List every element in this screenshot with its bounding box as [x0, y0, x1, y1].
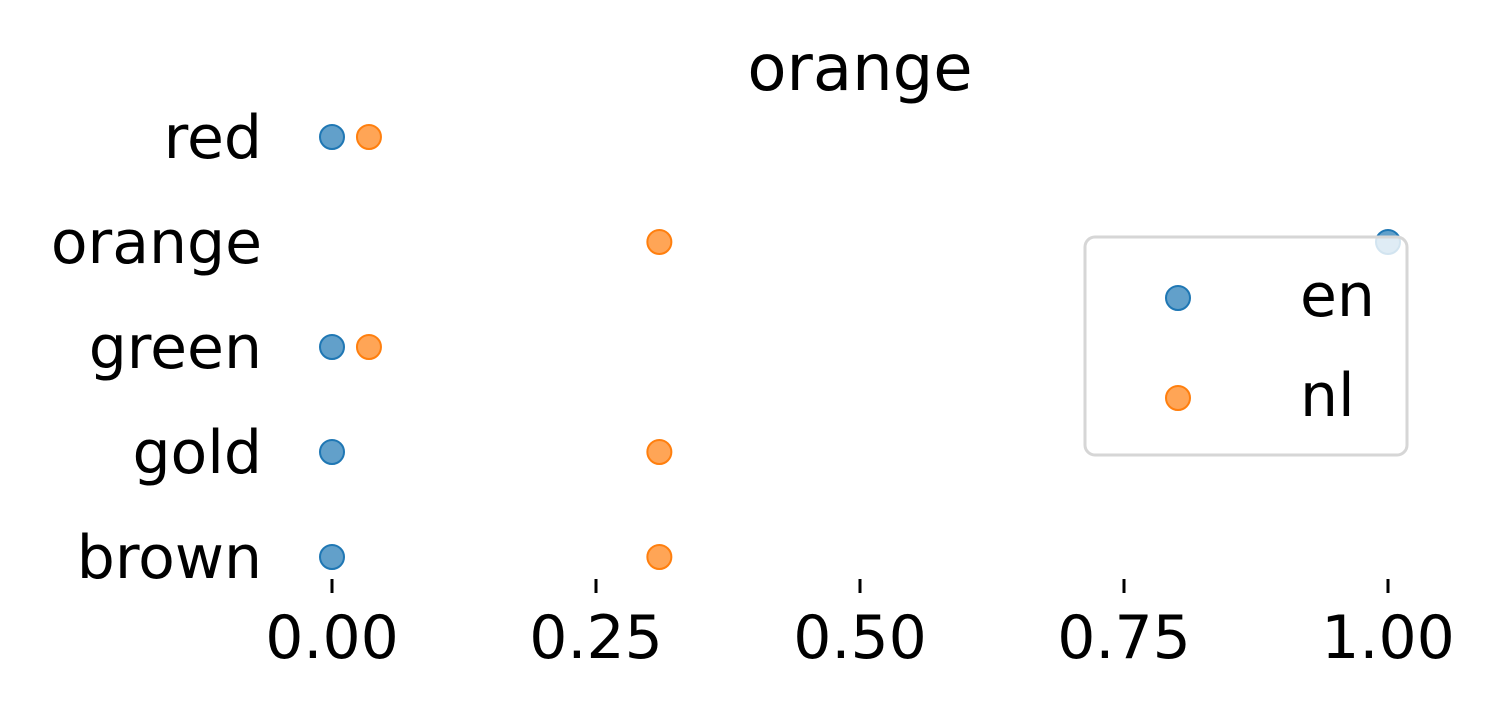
legend-label-en: en [1300, 261, 1375, 331]
point-nl-orange [646, 229, 673, 255]
x-tick-label: 0.00 [265, 603, 399, 673]
x-axis: 0.00 0.25 0.50 0.75 1.00 [265, 579, 1455, 673]
data-points [319, 124, 1401, 570]
point-nl-brown [646, 544, 673, 570]
x-tick-label: 1.00 [1321, 603, 1455, 673]
y-tick-label-orange: orange [51, 208, 262, 278]
y-tick-label-brown: brown [77, 523, 262, 593]
chart-title: orange [747, 32, 972, 106]
y-tick-label-gold: gold [132, 418, 262, 488]
y-tick-label-green: green [89, 313, 262, 383]
point-nl-red [355, 124, 382, 150]
point-nl-gold [646, 439, 673, 465]
legend-marker-en [1165, 285, 1191, 311]
point-en-brown [319, 544, 345, 570]
point-en-red [319, 124, 345, 150]
x-tick-label: 0.50 [793, 603, 927, 673]
point-nl-green [355, 334, 382, 360]
point-en-gold [319, 439, 345, 465]
y-tick-label-red: red [164, 103, 262, 173]
x-tick-label: 0.25 [529, 603, 663, 673]
legend-label-nl: nl [1300, 361, 1355, 431]
x-tick-label: 0.75 [1057, 603, 1191, 673]
legend: en nl [1083, 235, 1409, 457]
y-axis-labels: red orange green gold brown [51, 103, 262, 593]
point-en-green [319, 334, 345, 360]
legend-marker-nl [1165, 385, 1191, 411]
